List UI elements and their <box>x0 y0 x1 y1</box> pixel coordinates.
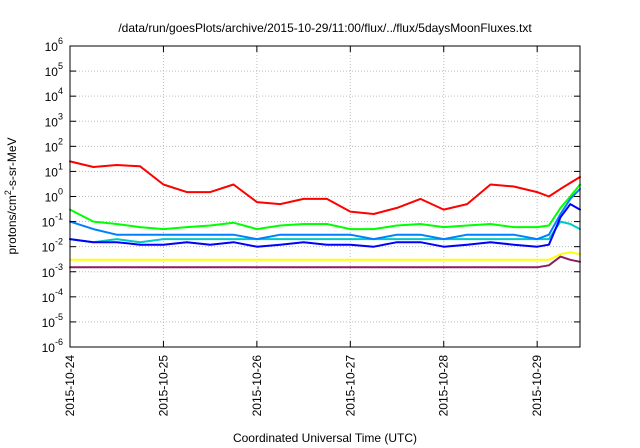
y-tick-label: 10-6 <box>42 337 63 355</box>
x-tick-label: 2015-10-27 <box>343 355 357 417</box>
y-axis-tick-labels: 10-6 10-5 10-4 10-3 10-2 10-1 100 101 102 103 104 1… <box>42 36 63 355</box>
series-line-7 <box>69 255 581 269</box>
chart-grid <box>70 46 580 347</box>
series-line-1 <box>69 160 581 215</box>
series-line-4 <box>69 187 581 241</box>
x-tick-label: 2015-10-28 <box>437 355 451 417</box>
chart-title: /data/run/goesPlots/archive/2015-10-29/1… <box>118 21 532 35</box>
y-tick-label: 10-2 <box>42 237 63 255</box>
y-tick-label: 102 <box>45 136 63 154</box>
y-tick-label: 106 <box>45 36 63 54</box>
axis-ticks <box>69 45 580 348</box>
x-axis-tick-labels: 2015-10-24 2015-10-25 2015-10-26 2015-10-27… <box>63 355 544 417</box>
y-tick-label: 100 <box>45 187 63 205</box>
y-tick-label: 105 <box>45 61 63 79</box>
x-tick-label: 2015-10-29 <box>530 355 544 417</box>
series-line-5 <box>69 203 581 248</box>
y-tick-label: 10-3 <box>42 262 63 280</box>
y-axis-label: protons/cm2-s-sr-MeV <box>3 137 19 254</box>
y-tick-label: 10-1 <box>42 212 63 230</box>
series-layer <box>69 160 581 269</box>
x-axis-label: Coordinated Universal Time (UTC) <box>233 431 417 445</box>
y-tick-label: 101 <box>45 161 63 179</box>
y-tick-label: 10-5 <box>42 312 63 330</box>
y-tick-label: 10-4 <box>42 287 63 305</box>
x-tick-label: 2015-10-24 <box>63 355 77 417</box>
y-tick-label: 104 <box>45 86 63 104</box>
series-line-6 <box>69 251 581 261</box>
y-tick-label: 103 <box>45 111 63 129</box>
series-line-2 <box>69 183 581 231</box>
x-tick-label: 2015-10-26 <box>250 355 264 417</box>
x-tick-label: 2015-10-25 <box>156 355 170 417</box>
